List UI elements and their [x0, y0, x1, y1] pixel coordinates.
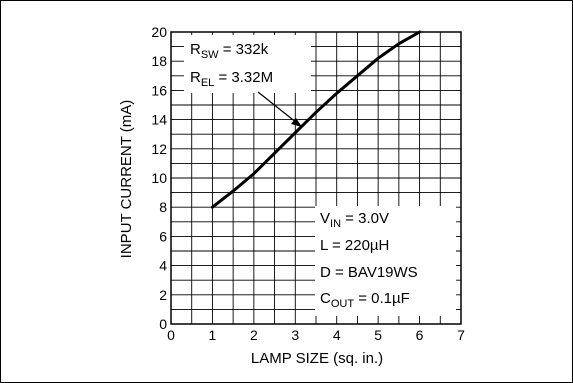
x-tick-label: 2 [250, 327, 258, 343]
vin-annotation: VIN = 3.0V [320, 210, 389, 230]
y-tick-label: 8 [159, 199, 167, 215]
x-tick-label: 7 [457, 327, 465, 343]
series-line [210, 30, 422, 209]
x-tick-label: 3 [291, 327, 299, 343]
y-tick-label: 20 [151, 24, 167, 40]
inductor-annotation: L = 220µH [320, 237, 389, 254]
x-tick-label: 0 [167, 327, 175, 343]
y-tick-label: 14 [151, 112, 167, 128]
rsw-annotation: RSW = 332k [190, 41, 269, 61]
y-tick-label: 12 [151, 141, 167, 157]
x-tick-label: 6 [416, 327, 424, 343]
y-tick-label: 4 [159, 258, 167, 274]
y-tick-label: 6 [159, 228, 167, 244]
annotation-leader-line [257, 91, 298, 124]
cout-annotation: COUT = 0.1µF [320, 290, 410, 310]
resistor-annotation-box [184, 35, 311, 93]
y-axis-title: INPUT CURRENT (mA) [118, 100, 135, 259]
x-tick-label: 1 [209, 327, 217, 343]
diode-annotation: D = BAV19WS [320, 264, 418, 281]
y-tick-label: 10 [151, 170, 167, 186]
x-tick-labels: 0 1 2 3 4 5 6 7 [167, 327, 465, 343]
x-tick-label: 4 [333, 327, 341, 343]
x-tick-label: 5 [374, 327, 382, 343]
y-tick-label: 16 [151, 82, 167, 98]
y-tick-labels: 0 2 4 6 8 10 12 14 16 18 20 [151, 24, 167, 332]
conditions-annotation-box [315, 206, 456, 316]
x-axis-title: LAMP SIZE (sq. in.) [251, 350, 383, 367]
annotation-arrowhead [291, 118, 302, 127]
y-tick-label: 18 [151, 53, 167, 69]
plot-border [170, 31, 462, 325]
y-tick-label: 2 [159, 287, 167, 303]
series-layer [210, 30, 422, 209]
y-tick-label: 0 [159, 316, 167, 332]
rel-annotation: REL = 3.32M [190, 69, 273, 89]
